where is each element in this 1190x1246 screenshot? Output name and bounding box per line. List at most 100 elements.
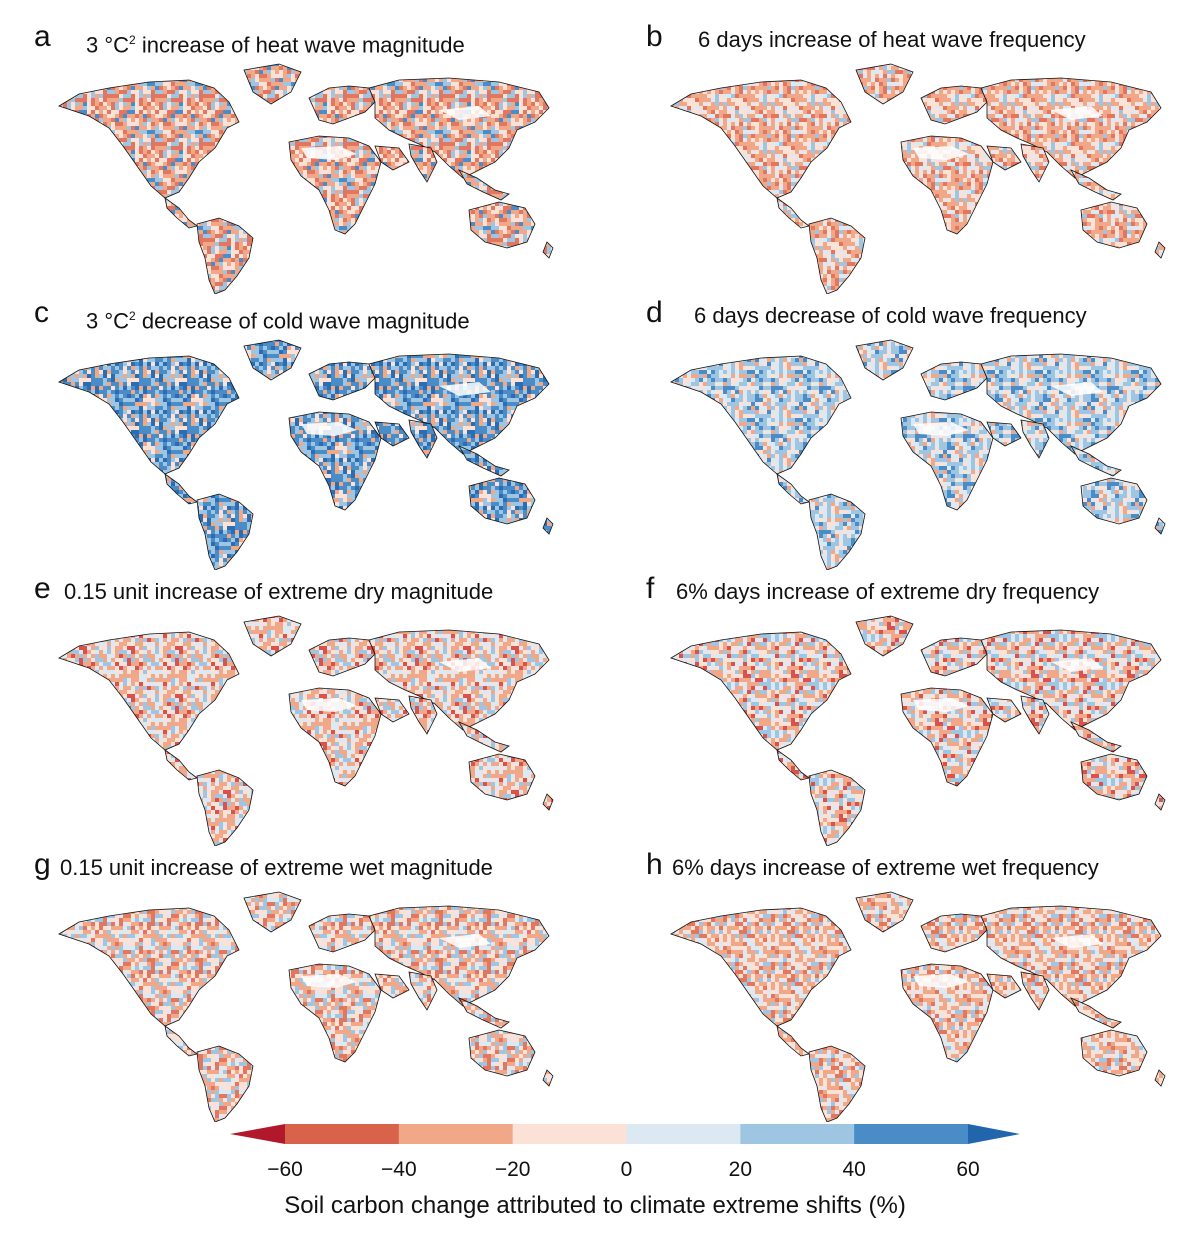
landmass-india xyxy=(1020,971,1050,1011)
map-panel-e: e 0.15 unit increase of extreme dry magni… xyxy=(34,574,614,846)
landmass-se-asia xyxy=(1070,169,1122,201)
landmass-india xyxy=(408,419,438,459)
sahara-blank xyxy=(913,974,969,988)
landmass-india xyxy=(1020,695,1050,735)
landmass-africa xyxy=(900,963,994,1063)
title-description: increase of heat wave frequency xyxy=(762,27,1086,52)
title-superscript: 2 xyxy=(129,309,136,323)
landmass-greenland xyxy=(855,891,914,933)
landmass-africa xyxy=(288,963,382,1063)
sahara-blank xyxy=(913,698,969,712)
title-description: increase of extreme dry frequency xyxy=(760,579,1100,604)
gobi-blank xyxy=(439,382,491,396)
landmass-asia xyxy=(980,77,1162,179)
landmass-australia xyxy=(1080,201,1148,249)
landmass-australia xyxy=(1080,477,1148,525)
panel-title: 3 °C2 increase of heat wave magnitude xyxy=(86,28,465,57)
landmass-arabia xyxy=(374,421,410,447)
landmass-north-america xyxy=(670,79,852,199)
panel-letter: c xyxy=(34,296,49,329)
landmass-central-america xyxy=(776,197,810,229)
landmass-india xyxy=(408,971,438,1011)
colorbar-bin xyxy=(626,1124,741,1144)
landmass-india xyxy=(408,143,438,183)
landmass-se-asia xyxy=(458,169,510,201)
landmass-australia xyxy=(468,753,536,801)
landmass-australia xyxy=(468,201,536,249)
gobi-blank xyxy=(1051,106,1103,120)
landmass-central-america xyxy=(776,749,810,781)
panel-letter: a xyxy=(34,20,51,53)
title-description: increase of extreme wet magnitude xyxy=(144,855,493,880)
landmass-europe xyxy=(308,913,376,953)
landmass-india xyxy=(408,695,438,735)
sahara-blank xyxy=(301,698,357,712)
landmass-africa xyxy=(900,687,994,787)
landmass-india xyxy=(1020,143,1050,183)
title-superscript: 2 xyxy=(129,33,136,47)
title-quantity: 6 days xyxy=(694,303,759,328)
colorbar-tick-label: 60 xyxy=(956,1158,980,1181)
colorbar-tick-label: −60 xyxy=(267,1158,303,1181)
landmass-south-america xyxy=(196,493,254,570)
landmass-south-america xyxy=(196,1045,254,1122)
landmass-greenland xyxy=(243,63,302,105)
landmass-se-asia xyxy=(458,997,510,1029)
title-quantity: 0.15 unit xyxy=(64,579,149,604)
colorbar-bin xyxy=(512,1124,627,1144)
sahara-blank xyxy=(913,422,969,436)
landmass-south-america xyxy=(808,769,866,846)
landmass-africa xyxy=(288,135,382,235)
landmass-greenland xyxy=(243,615,302,657)
colorbar-bin xyxy=(740,1124,855,1144)
sahara-blank xyxy=(301,974,357,988)
landmass-nz xyxy=(542,517,554,535)
landmass-south-america xyxy=(808,1045,866,1122)
gobi-blank xyxy=(1051,934,1103,948)
landmass-north-america xyxy=(58,907,240,1027)
landmass-south-america xyxy=(196,217,254,294)
title-quantity: 6 days xyxy=(698,27,763,52)
world-map xyxy=(670,615,1166,846)
landmass-nz xyxy=(542,1069,554,1087)
landmass-europe xyxy=(920,361,988,401)
landmass-greenland xyxy=(243,891,302,933)
landmass-greenland xyxy=(855,339,914,381)
landmass-north-america xyxy=(58,355,240,475)
landmass-central-america xyxy=(776,1025,810,1057)
title-description: increase of extreme dry magnitude xyxy=(148,579,494,604)
landmass-arabia xyxy=(986,421,1022,447)
title-quantity: 3 °C xyxy=(86,32,130,58)
landmass-south-america xyxy=(808,493,866,570)
landmass-central-america xyxy=(164,473,198,505)
landmass-nz xyxy=(1154,1069,1166,1087)
title-quantity: 6% days xyxy=(672,855,757,880)
landmass-arabia xyxy=(374,697,410,723)
landmass-north-america xyxy=(58,631,240,751)
title-quantity: 3 °C xyxy=(86,308,130,334)
panel-title: 6% days increase of extreme wet frequenc… xyxy=(672,856,1099,880)
landmass-se-asia xyxy=(458,445,510,477)
landmass-africa xyxy=(288,687,382,787)
landmass-central-america xyxy=(164,749,198,781)
landmass-nz xyxy=(1154,241,1166,259)
landmass-arabia xyxy=(986,973,1022,999)
colorbar-tick-label: −40 xyxy=(381,1158,417,1181)
landmass-asia xyxy=(368,353,550,455)
panel-letter: f xyxy=(646,572,655,605)
landmass-europe xyxy=(308,637,376,677)
gobi-blank xyxy=(439,106,491,120)
landmass-north-america xyxy=(670,907,852,1027)
panel-letter: g xyxy=(34,848,51,881)
colorbar-bin xyxy=(398,1124,514,1144)
landmass-se-asia xyxy=(1070,721,1122,753)
gobi-blank xyxy=(1051,658,1103,672)
world-map xyxy=(58,63,554,294)
landmass-australia xyxy=(1080,753,1148,801)
title-quantity: 6% days xyxy=(676,579,761,604)
landmass-europe xyxy=(308,361,376,401)
landmass-asia xyxy=(368,77,550,179)
map-panel-c: c 3 °C2 decrease of cold wave magnitude xyxy=(34,298,614,570)
landmass-south-america xyxy=(808,217,866,294)
title-description: increase of heat wave magnitude xyxy=(135,32,465,58)
